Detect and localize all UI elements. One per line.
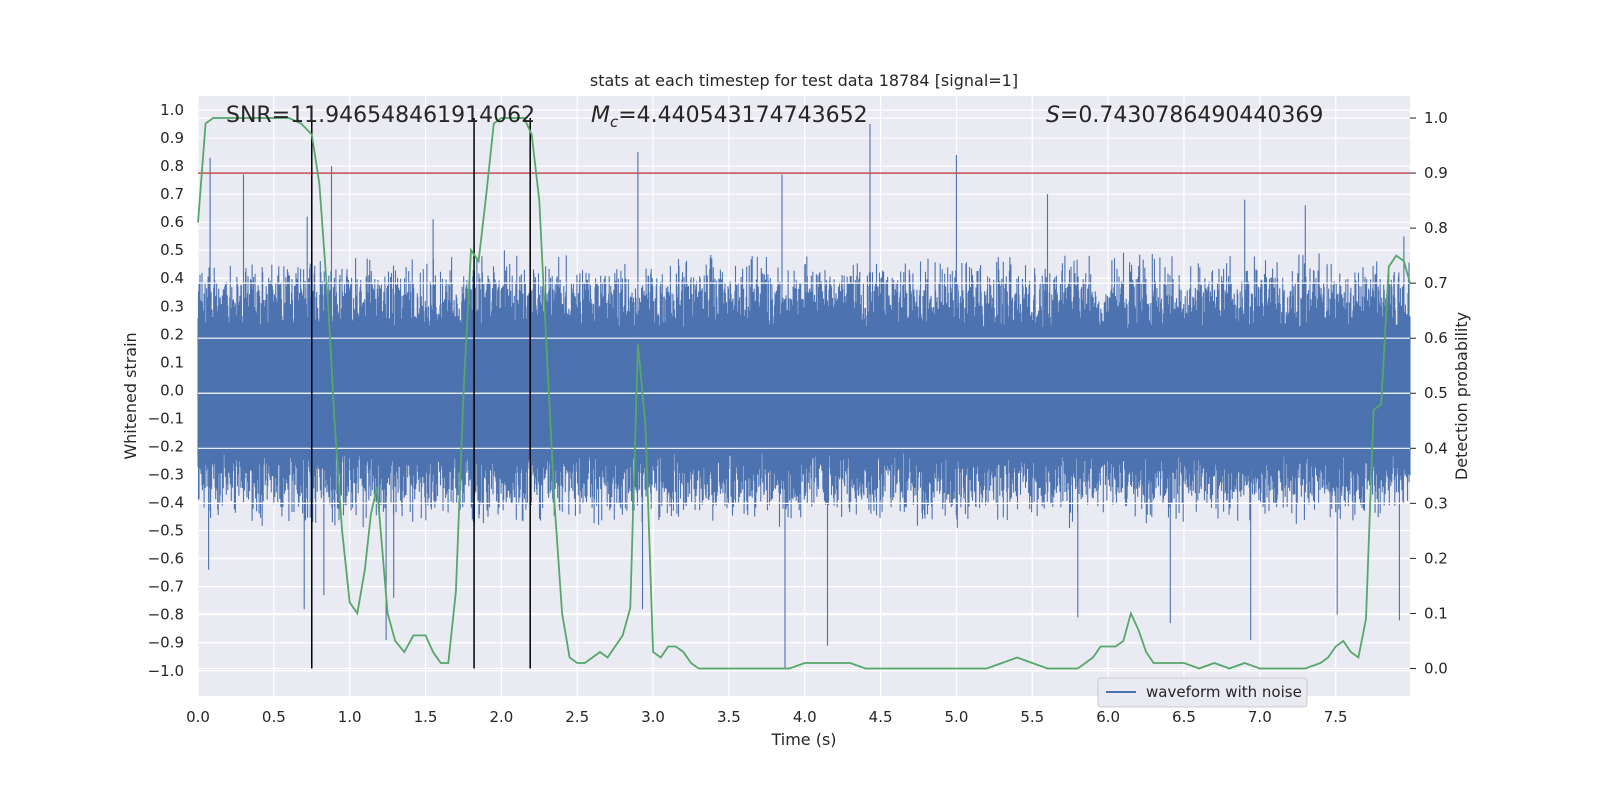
right-y-tick-label: 0.5 xyxy=(1424,384,1448,402)
x-tick-label: 6.5 xyxy=(1172,708,1196,726)
left-y-tick-label: 0.8 xyxy=(160,157,184,175)
legend-box xyxy=(1097,677,1308,708)
s-annotation: S=0.7430786490440369 xyxy=(1046,103,1323,128)
x-tick-label: 5.5 xyxy=(1020,708,1044,726)
left-y-tick-label: −0.4 xyxy=(148,494,184,512)
right-y-tick-label: 0.4 xyxy=(1424,439,1448,457)
right-y-tick-label: 0.2 xyxy=(1424,549,1448,567)
left-y-tick-label: −0.5 xyxy=(148,522,184,540)
left-y-tick-label: 0.7 xyxy=(160,185,184,203)
x-tick-label: 5.0 xyxy=(945,708,969,726)
legend: waveform with noise xyxy=(1097,677,1308,708)
x-tick-label: 0.0 xyxy=(186,708,210,726)
left-y-tick-label: 0.3 xyxy=(160,297,184,315)
right-y-tick-label: 0.0 xyxy=(1424,659,1448,677)
left-y-tick-label: −0.8 xyxy=(148,606,184,624)
chart-title: stats at each timestep for test data 187… xyxy=(590,71,1018,90)
left-y-tick-label: −0.3 xyxy=(148,466,184,484)
right-y-tick-label: 0.3 xyxy=(1424,494,1448,512)
right-y-tick-label: 0.7 xyxy=(1424,274,1448,292)
x-tick-label: 0.5 xyxy=(262,708,286,726)
left-y-tick-label: 0.1 xyxy=(160,353,184,371)
legend-label: waveform with noise xyxy=(1146,683,1302,701)
right-y-axis-ticks: 1.0 0.9 0.8 0.7 0.6 0.5 0.4 0.3 0.2 0.1 0.0 xyxy=(1410,109,1448,677)
left-y-axis-ticks: 1.0 0.9 0.8 0.7 0.6 0.5 0.4 0.3 0.2 0.1 0.0 −0.1 −0.… xyxy=(148,101,184,680)
left-y-tick-label: −0.7 xyxy=(148,578,184,596)
x-tick-label: 3.5 xyxy=(717,708,741,726)
right-y-tick-label: 0.6 xyxy=(1424,329,1448,347)
x-tick-label: 1.0 xyxy=(338,708,362,726)
x-axis-ticks: 0.0 0.5 1.0 1.5 2.0 2.5 3.0 3.5 4.0 4.5 5.0 5.5 6.0 6… xyxy=(186,708,1348,726)
detection-probability-line xyxy=(197,117,1411,670)
left-y-tick-label: 0.4 xyxy=(160,269,184,287)
overlay-lines xyxy=(198,118,1410,669)
right-y-axis-label: Detection probability xyxy=(1452,312,1471,480)
x-tick-label: 7.5 xyxy=(1324,708,1348,726)
left-y-tick-label: 0.6 xyxy=(160,213,184,231)
snr-annotation: SNR=11.946548461914062 xyxy=(226,103,535,128)
left-y-tick-label: 0.0 xyxy=(160,381,184,399)
left-y-tick-label: 0.2 xyxy=(160,325,184,343)
x-tick-label: 6.0 xyxy=(1096,708,1120,726)
x-tick-label: 1.5 xyxy=(414,708,438,726)
chirp-mass-annotation: Mc=4.440543174743652 xyxy=(591,103,868,131)
left-y-tick-label: −0.2 xyxy=(148,437,184,455)
right-y-tick-label: 1.0 xyxy=(1424,109,1448,127)
left-y-tick-label: −0.1 xyxy=(148,409,184,427)
x-axis-label: Time (s) xyxy=(770,730,836,749)
x-tick-label: 2.5 xyxy=(565,708,589,726)
left-y-axis-label: Whitened strain xyxy=(121,332,140,459)
right-y-tick-label: 0.1 xyxy=(1424,604,1448,622)
left-y-tick-label: −0.6 xyxy=(148,550,184,568)
left-y-tick-label: 1.0 xyxy=(160,101,184,119)
x-tick-label: 7.0 xyxy=(1248,708,1272,726)
right-y-tick-label: 0.8 xyxy=(1424,219,1448,237)
x-tick-label: 3.0 xyxy=(641,708,665,726)
left-y-tick-label: −1.0 xyxy=(148,662,184,680)
left-y-tick-label: −0.9 xyxy=(148,634,184,652)
left-y-tick-label: 0.9 xyxy=(160,129,184,147)
x-tick-label: 4.5 xyxy=(869,708,893,726)
right-y-tick-label: 0.9 xyxy=(1424,164,1448,182)
left-y-tick-label: 0.5 xyxy=(160,241,184,259)
detection-probability-series xyxy=(197,117,1411,670)
x-tick-label: 2.0 xyxy=(489,708,513,726)
x-tick-label: 4.0 xyxy=(793,708,817,726)
